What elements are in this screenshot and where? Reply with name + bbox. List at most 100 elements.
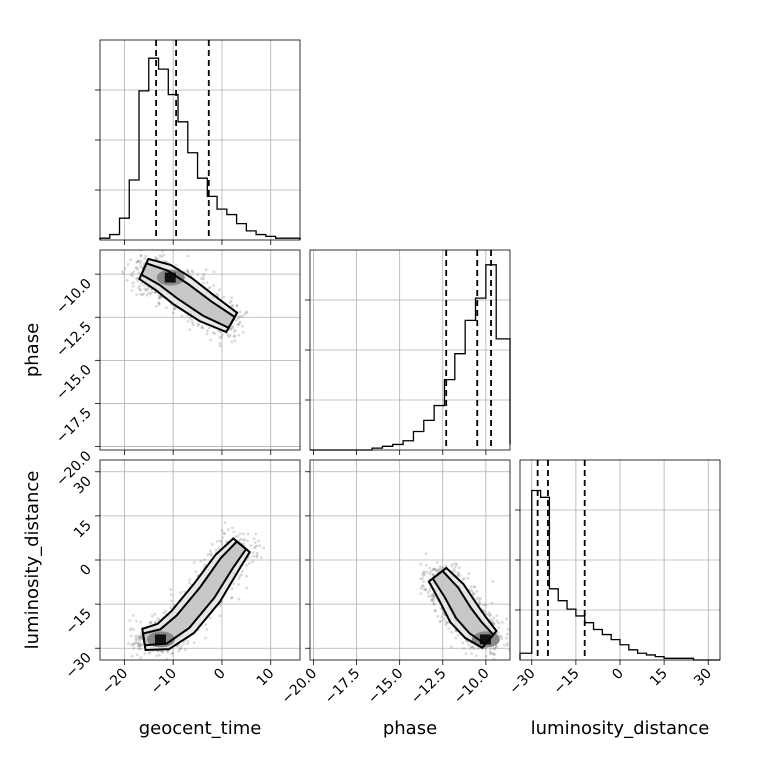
sample-point — [461, 578, 465, 582]
sample-point — [145, 293, 149, 297]
sample-point — [220, 543, 224, 546]
sample-point — [447, 627, 450, 631]
sample-point — [227, 335, 230, 338]
density-peak — [479, 634, 491, 645]
sample-point — [245, 311, 249, 315]
sample-point — [489, 648, 492, 651]
sample-point — [136, 642, 140, 645]
sample-point — [220, 333, 224, 337]
x-tick-label-phase: −12.5 — [408, 666, 450, 708]
sample-point — [242, 532, 245, 536]
sample-point — [139, 656, 143, 660]
sample-point — [162, 253, 166, 257]
sample-point — [483, 610, 487, 614]
sample-point — [422, 570, 426, 574]
sample-point — [433, 567, 436, 571]
sample-point — [215, 540, 219, 543]
sample-point — [200, 277, 203, 280]
sample-point — [209, 554, 213, 558]
sample-point — [498, 634, 502, 638]
sample-point — [182, 642, 185, 646]
sample-point — [491, 580, 495, 583]
sample-point — [155, 305, 158, 308]
sample-point — [166, 650, 169, 654]
density-peak — [154, 634, 166, 645]
xlabel-luminosity-distance: luminosity_distance — [531, 718, 710, 739]
sample-point — [441, 565, 444, 569]
sample-point — [157, 301, 161, 305]
sample-point — [166, 649, 170, 653]
sample-point — [492, 616, 495, 620]
sample-point — [229, 328, 233, 331]
sample-point — [161, 245, 164, 248]
sample-point — [253, 541, 257, 544]
sample-point — [457, 566, 461, 570]
sample-point — [241, 569, 244, 573]
sample-point — [186, 642, 190, 646]
sample-point — [157, 301, 161, 305]
density-layer — [121, 245, 249, 348]
sample-point — [128, 628, 132, 631]
sample-point — [137, 647, 141, 650]
sample-point — [184, 648, 187, 652]
sample-point — [252, 554, 255, 558]
sample-point — [165, 306, 168, 310]
sample-point — [470, 645, 473, 649]
density-fill-inner — [432, 570, 494, 645]
sample-point — [156, 617, 160, 620]
sample-point — [234, 535, 237, 539]
sample-point — [186, 639, 190, 643]
sample-point — [208, 285, 212, 289]
sample-point — [126, 262, 130, 266]
sample-point — [158, 296, 162, 300]
sample-point — [441, 612, 445, 615]
sample-point — [236, 317, 240, 321]
sample-point — [210, 542, 214, 546]
sample-point — [444, 564, 448, 568]
sample-point — [131, 271, 134, 275]
sample-point — [500, 637, 504, 640]
sample-point — [203, 563, 207, 567]
sample-point — [237, 597, 241, 601]
sample-point — [139, 292, 143, 296]
sample-point — [432, 595, 436, 598]
sample-point — [471, 645, 475, 649]
sample-point — [245, 586, 249, 590]
sample-point — [220, 529, 224, 532]
sample-point — [237, 323, 241, 327]
sample-point — [472, 585, 476, 588]
sample-point — [253, 545, 257, 548]
sample-point — [505, 636, 508, 640]
sample-point — [241, 324, 244, 328]
sample-point — [230, 296, 234, 300]
sample-point — [236, 534, 240, 538]
sample-point — [423, 573, 427, 576]
sample-point — [139, 644, 143, 647]
sample-point — [139, 620, 143, 624]
sample-point — [218, 539, 222, 543]
sample-point — [182, 590, 186, 594]
sample-point — [212, 270, 216, 274]
sample-point — [255, 554, 259, 558]
sample-point — [502, 643, 506, 647]
sample-point — [243, 538, 246, 542]
sample-point — [444, 620, 448, 624]
sample-point — [421, 584, 425, 588]
sample-point — [206, 553, 210, 557]
sample-point — [255, 555, 259, 559]
sample-point — [156, 257, 160, 261]
sample-point — [142, 247, 145, 250]
sample-point — [493, 646, 496, 650]
sample-point — [142, 292, 146, 296]
sample-point — [478, 602, 482, 606]
xlabel-geocent-time: geocent_time — [139, 718, 262, 739]
sample-point — [138, 644, 142, 648]
sample-point — [453, 565, 457, 569]
sample-point — [253, 546, 257, 550]
x-tick-label-luminosity_distance: 30 — [691, 666, 715, 690]
sample-point — [160, 255, 164, 258]
sample-point — [476, 596, 480, 599]
sample-point — [430, 598, 434, 601]
x-tick-label-phase: −17.5 — [322, 666, 364, 708]
sample-point — [484, 603, 488, 607]
